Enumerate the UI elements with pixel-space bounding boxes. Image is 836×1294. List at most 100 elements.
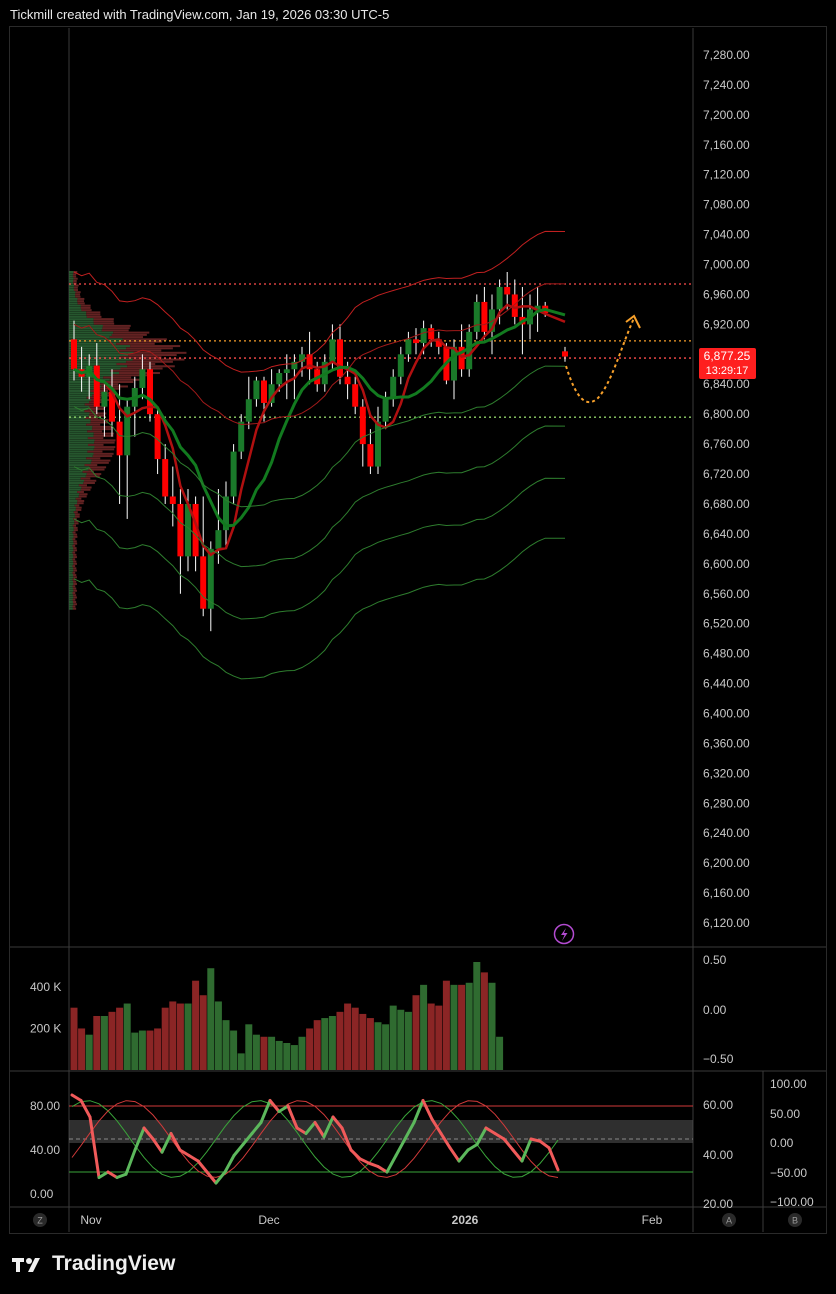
axis-button-b[interactable]: B — [788, 1213, 802, 1227]
vp-bar-up — [69, 520, 75, 523]
y-tick-label: 7,240.00 — [703, 78, 750, 92]
candle-body — [562, 351, 568, 357]
volume-bar — [435, 1005, 443, 1070]
osc-right-tick: 20.00 — [703, 1197, 733, 1211]
vp-bar-up — [69, 351, 134, 354]
oscillator-main-segment — [187, 1154, 200, 1163]
vp-bar-up — [69, 468, 89, 471]
candle-body — [413, 339, 419, 344]
vp-bar-up — [69, 273, 73, 276]
vp-bar-up — [69, 600, 73, 603]
vp-bar-down — [128, 354, 177, 357]
volume-bar — [85, 1034, 93, 1070]
vp-bar-up — [69, 421, 91, 424]
vp-bar-up — [69, 603, 74, 606]
candle-body — [230, 451, 237, 497]
vp-bar-up — [69, 412, 90, 415]
vp-bar-down — [75, 293, 81, 296]
chart-frame — [9, 26, 827, 1234]
y-tick-label: 7,040.00 — [703, 228, 750, 242]
candle-body — [192, 503, 199, 557]
vp-bar-up — [69, 446, 95, 449]
vp-bar-down — [73, 567, 77, 570]
vp-bar-up — [69, 448, 94, 451]
vp-bar-up — [69, 490, 78, 493]
vp-bar-up — [69, 569, 74, 572]
y-tick-label: 6,560.00 — [703, 587, 750, 601]
vp-bar-down — [101, 385, 128, 388]
vp-bar-up — [69, 398, 91, 401]
x-tick-label: 2026 — [452, 1213, 479, 1227]
vp-bar-down — [72, 600, 77, 603]
vp-bar-down — [73, 569, 77, 572]
candlestick-series — [71, 272, 568, 632]
oscillator-main-segment — [169, 1132, 182, 1152]
candle-body — [390, 376, 397, 400]
vp-bar-down — [72, 558, 76, 561]
vp-bar-up — [69, 526, 74, 529]
vp-bar-up — [69, 313, 87, 316]
vp-bar-up — [69, 441, 95, 444]
vp-bar-down — [72, 580, 77, 583]
vp-bar-up — [69, 349, 120, 352]
vp-bar-down — [109, 378, 144, 381]
vp-bar-down — [92, 425, 112, 428]
volume-bar — [70, 1007, 78, 1070]
candle-body — [215, 530, 222, 549]
vp-bar-down — [91, 459, 111, 462]
volume-bar — [222, 1020, 230, 1070]
candle-body — [511, 294, 518, 317]
oscillator-main-segment — [457, 1148, 470, 1163]
oscillator-main-segment — [124, 1148, 137, 1176]
oscillator-main-segment — [430, 1117, 443, 1135]
y-tick-label: 6,440.00 — [703, 677, 750, 691]
volume-bar — [252, 1034, 260, 1070]
vp-bar-up — [69, 482, 84, 485]
vp-bar-up — [69, 443, 88, 446]
vp-bar-up — [69, 560, 74, 563]
vp-bar-down — [94, 446, 116, 449]
vp-bar-up — [69, 540, 74, 543]
vp-bar-up — [69, 340, 121, 343]
axis-button-z[interactable]: Z — [33, 1213, 47, 1227]
vp-bar-up — [69, 309, 82, 312]
volume-y-tick: 400 K — [30, 980, 61, 994]
axis-button-bg — [33, 1213, 47, 1227]
vp-bar-up — [69, 279, 74, 282]
volume-bar — [207, 968, 215, 1070]
vp-bar-down — [83, 479, 97, 482]
vp-bar-down — [73, 535, 78, 538]
vp-bar-down — [101, 329, 129, 332]
volume-bar — [93, 1016, 101, 1070]
footer-brand[interactable]: TradingView — [12, 1252, 175, 1276]
vp-bar-down — [72, 607, 77, 610]
oscillator-signal-line — [71, 1100, 559, 1178]
vp-bar-up — [69, 596, 74, 599]
vp-bar-down — [73, 576, 77, 579]
vp-bar-up — [69, 358, 133, 361]
vp-bar-down — [73, 529, 78, 532]
vp-bar-down — [113, 331, 150, 334]
vp-bar-up — [69, 558, 73, 561]
volume-bar — [275, 1040, 283, 1070]
vp-bar-down — [73, 596, 77, 599]
vp-bar-down — [72, 565, 76, 568]
oscillator-main-segment — [205, 1170, 218, 1185]
axis-button-a[interactable]: A — [722, 1213, 736, 1227]
vp-bar-down — [120, 340, 163, 343]
volume-right-tick: −0.50 — [703, 1052, 734, 1066]
lightning-icon-bolt — [561, 928, 568, 941]
oscillator-main-segment — [439, 1132, 452, 1150]
lightning-icon[interactable] — [553, 923, 575, 945]
vp-bar-down — [72, 524, 77, 527]
vp-bar-up — [69, 439, 95, 442]
candle-body — [200, 556, 207, 609]
volume-bar — [420, 984, 428, 1070]
vp-bar-up — [69, 293, 76, 296]
vp-bar-down — [73, 282, 77, 285]
osc-y-tick: 40.00 — [30, 1143, 60, 1157]
vp-bar-up — [69, 508, 76, 511]
vp-bar-up — [69, 376, 104, 379]
vp-bar-up — [69, 271, 74, 273]
